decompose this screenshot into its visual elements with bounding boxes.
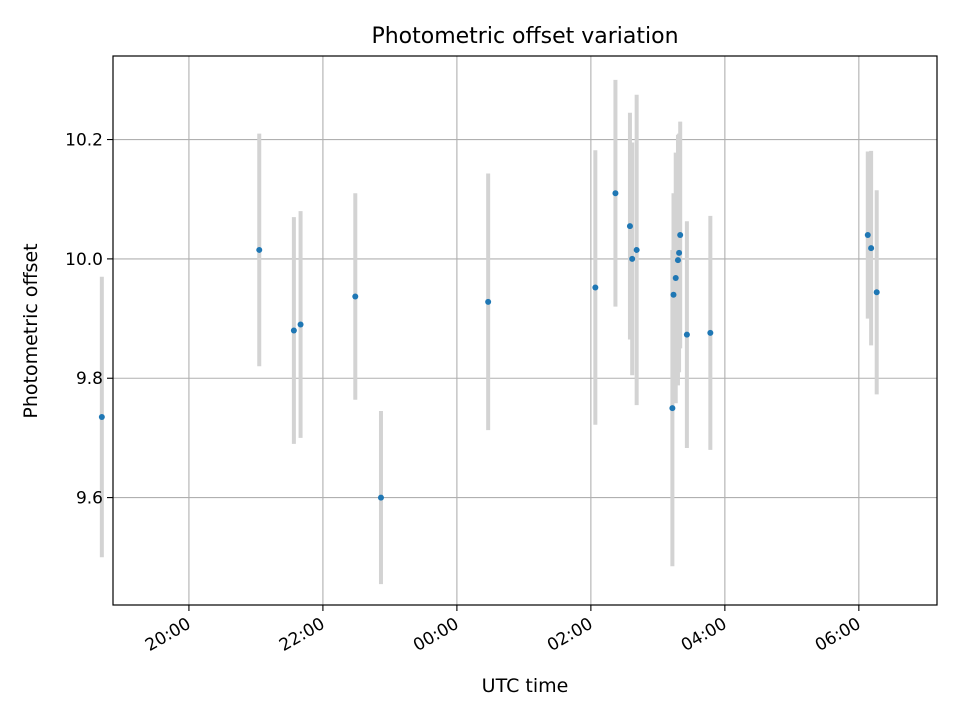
data-point [670, 291, 677, 298]
point-layer [98, 190, 880, 501]
data-point [256, 246, 263, 253]
data-point [677, 232, 684, 239]
data-point [672, 274, 679, 281]
chart-title: Photometric offset variation [371, 24, 678, 49]
y-tick-label: 10.0 [65, 250, 103, 270]
data-point [669, 405, 676, 412]
y-axis-label: Photometric offset [20, 243, 42, 418]
y-tick-label: 9.8 [76, 369, 103, 389]
y-tick-label: 9.6 [76, 489, 103, 509]
data-point [707, 329, 714, 336]
data-point [873, 289, 880, 296]
data-point [864, 232, 871, 239]
data-point [683, 331, 690, 338]
y-axis-ticks: 9.6 9.8 10.0 10.2 [65, 131, 113, 509]
data-point [629, 255, 636, 262]
data-point [290, 327, 297, 334]
data-point [485, 298, 492, 305]
data-point [626, 223, 633, 230]
data-point [592, 284, 599, 291]
grid-layer [113, 56, 937, 605]
data-point [377, 494, 384, 501]
data-point [868, 245, 875, 252]
x-axis-label: UTC time [482, 675, 569, 697]
y-tick-label: 10.2 [65, 131, 103, 151]
data-point [98, 414, 105, 421]
data-point [352, 293, 359, 300]
data-point [674, 257, 681, 264]
data-point [633, 246, 640, 253]
data-point [612, 190, 619, 197]
data-point [297, 321, 304, 328]
data-point [676, 249, 683, 256]
plot-area-frame [112, 55, 938, 606]
